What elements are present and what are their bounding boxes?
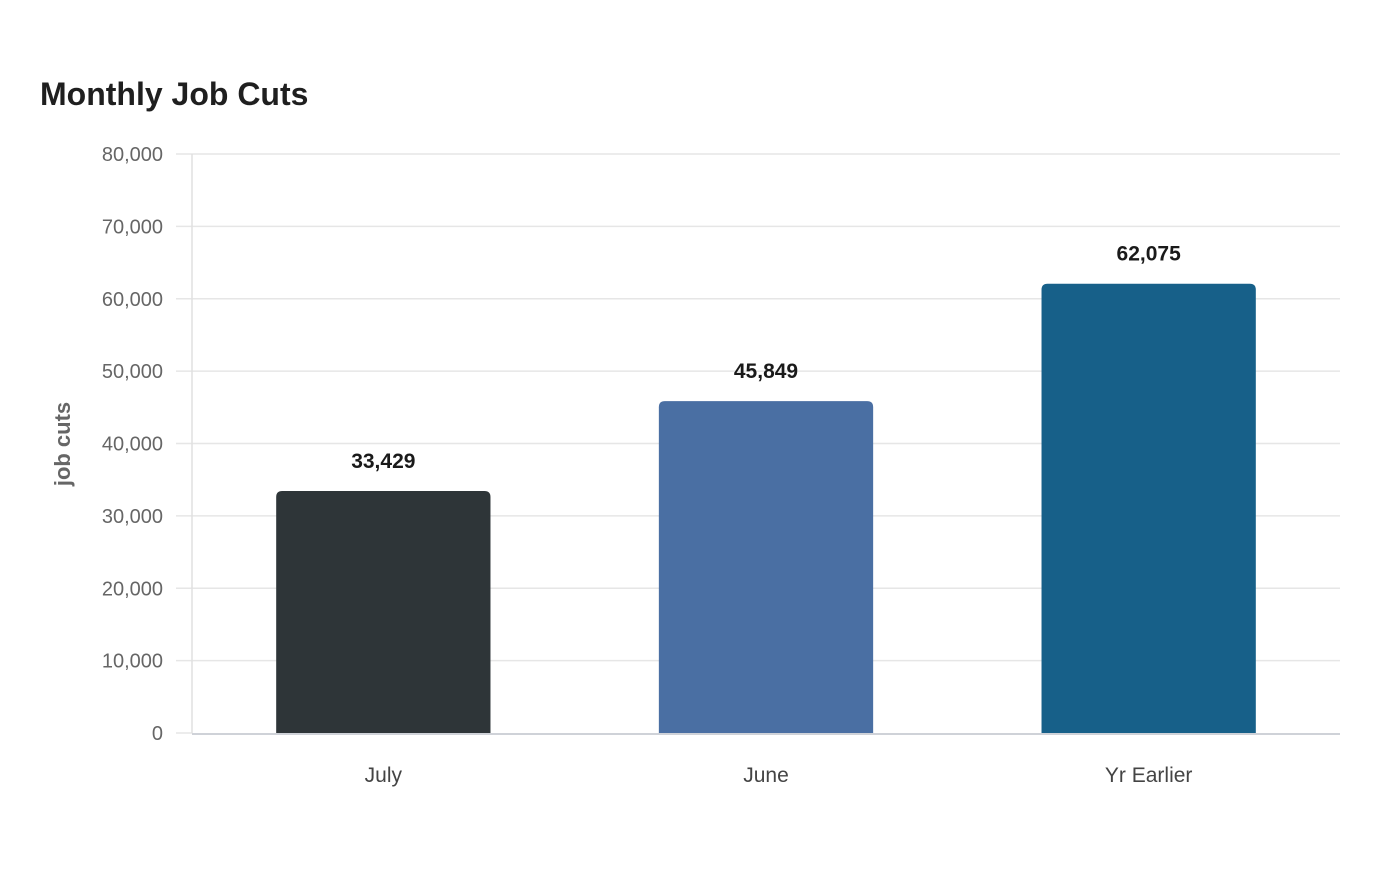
bar-july — [276, 491, 491, 733]
axes — [191, 154, 1340, 735]
chart-title: Monthly Job Cuts — [40, 76, 309, 112]
y-tick-label: 40,000 — [102, 434, 163, 456]
data-label: 45,849 — [734, 360, 798, 383]
x-tick-label: June — [743, 764, 789, 787]
y-axis-title: job cuts — [50, 402, 75, 487]
bars — [276, 283, 1256, 733]
y-tick-label: 80,000 — [102, 144, 163, 166]
labels: 0 10,000 20,000 30,000 40,000 50,000 60,000 70,… — [50, 144, 1192, 787]
bar-yr-earlier — [1041, 283, 1256, 733]
y-tick-label: 70,000 — [102, 216, 163, 238]
y-tick-label: 20,000 — [102, 578, 163, 600]
bar-june — [658, 401, 874, 733]
data-label: 33,429 — [351, 450, 415, 473]
y-tick-label: 0 — [152, 723, 163, 745]
x-tick-label: Yr Earlier — [1105, 764, 1193, 787]
y-tick-label: 60,000 — [102, 289, 163, 311]
x-tick-label: July — [365, 764, 403, 787]
data-label: 62,075 — [1117, 243, 1182, 266]
y-tick-label: 50,000 — [102, 361, 163, 383]
y-tick-label: 30,000 — [102, 506, 163, 528]
y-tick-label: 10,000 — [102, 651, 163, 673]
